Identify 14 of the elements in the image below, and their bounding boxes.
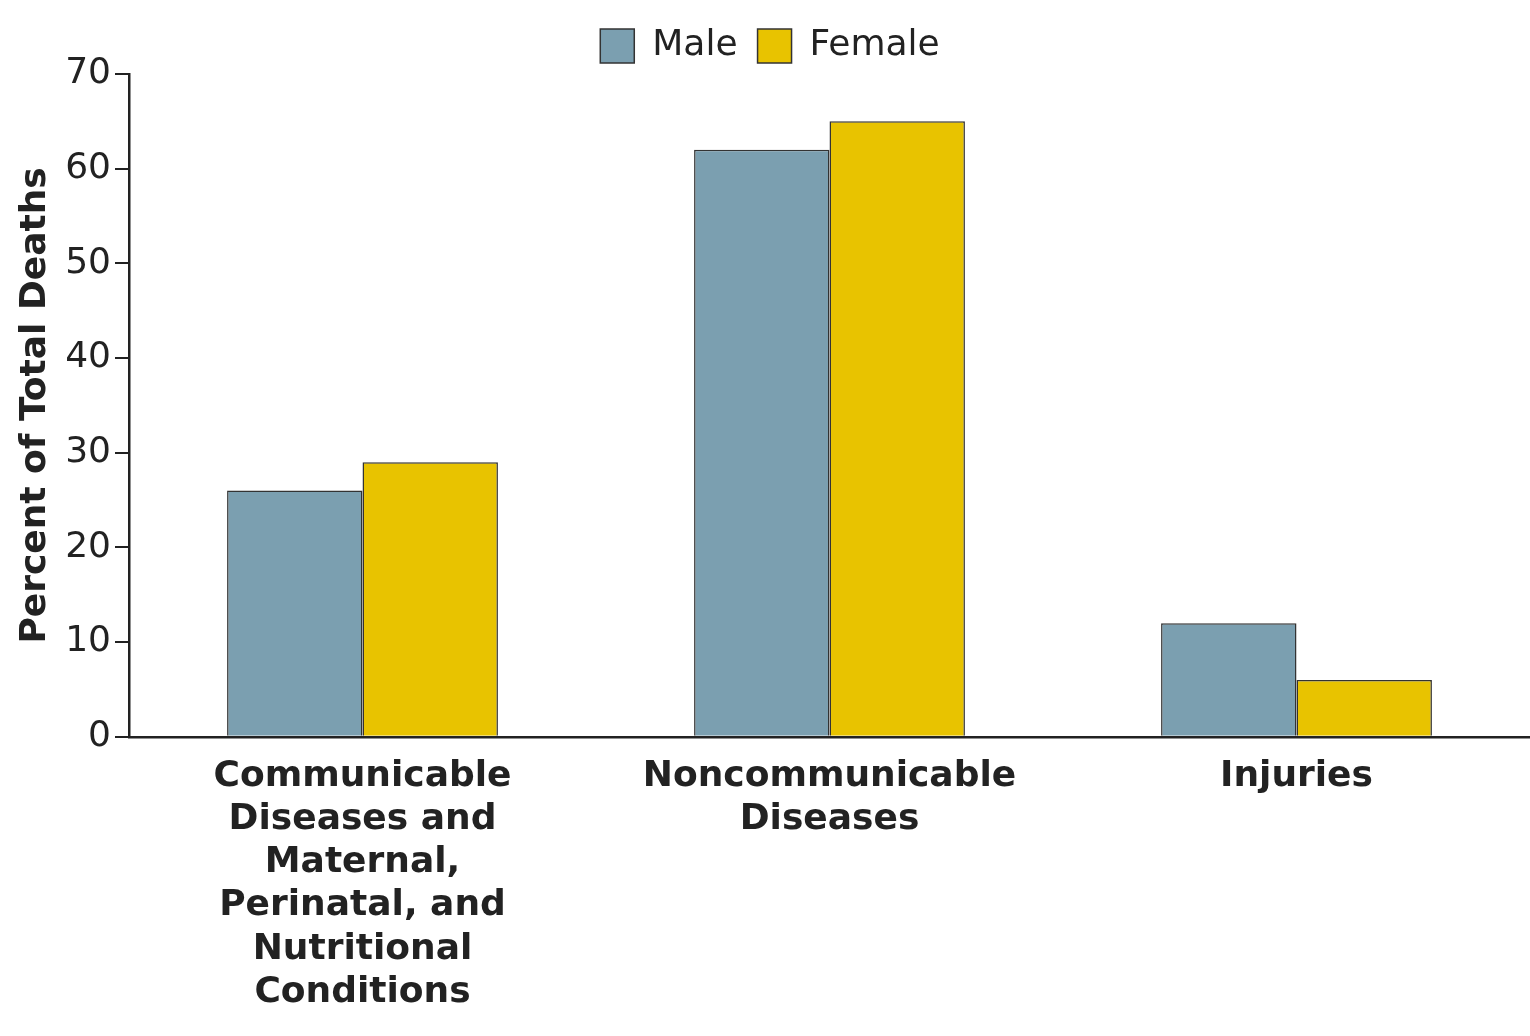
y-tick-label: 0 <box>88 713 112 755</box>
x-tick-label: Noncommunicable Diseases <box>642 752 1017 837</box>
x-tick-label: Injuries <box>1220 752 1373 794</box>
y-tick-label: 10 <box>65 618 112 660</box>
legend-label: Male <box>652 22 738 64</box>
y-tick-label: 70 <box>65 50 112 92</box>
y-tick-label: 30 <box>65 429 112 471</box>
y-tick-label: 60 <box>65 145 112 187</box>
y-axis-title: Percent of Total Deaths <box>11 167 53 644</box>
x-tick-label: Communicable Diseases and Maternal, Perinatal, and Nutritional Conditions <box>213 752 512 1010</box>
y-tick-label: 40 <box>65 334 112 376</box>
y-tick-label: 50 <box>65 239 112 281</box>
legend-label: Female <box>809 22 940 64</box>
y-tick-label: 20 <box>65 523 112 565</box>
